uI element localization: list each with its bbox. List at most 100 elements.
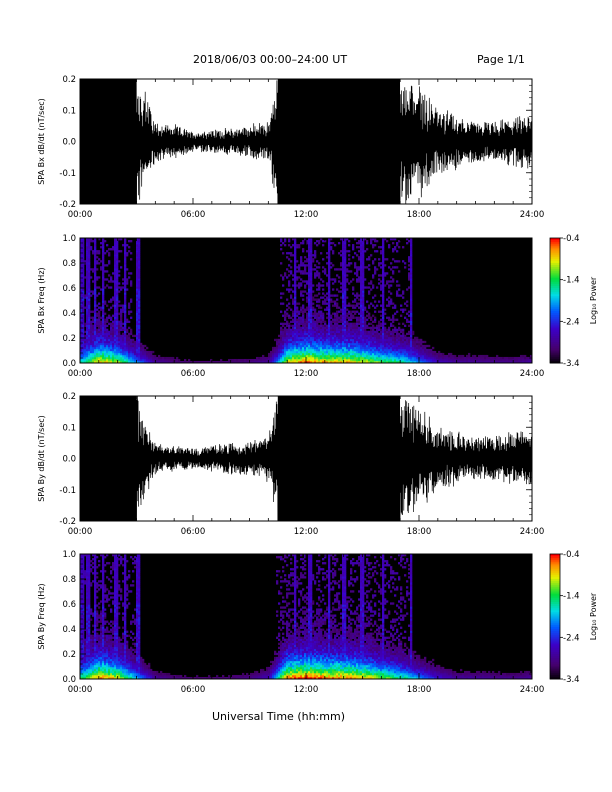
spectrogram-cell xyxy=(338,316,341,319)
spectrogram-cell xyxy=(80,618,83,621)
spectrogram-cell xyxy=(328,272,331,275)
spectrogram-cell xyxy=(320,316,323,319)
spectrogram-cell xyxy=(116,270,119,273)
spectrogram-cell xyxy=(412,338,415,342)
spectrogram-cell xyxy=(310,340,313,344)
spectrogram-cell xyxy=(334,322,337,325)
spectrogram-cell xyxy=(376,324,379,328)
spectrogram-cell xyxy=(358,334,361,338)
spectrogram-cell xyxy=(88,604,91,607)
spectrogram-cell xyxy=(282,302,285,305)
spectrogram-cell xyxy=(284,238,287,241)
spectrogram-cell xyxy=(88,306,91,309)
spectrogram-cell xyxy=(94,354,97,358)
spectrogram-cell xyxy=(170,356,173,360)
spectrogram-cell xyxy=(288,350,291,354)
spectrogram-cell xyxy=(294,256,297,259)
spectrogram-cell xyxy=(308,340,311,344)
spectrogram-cell xyxy=(296,246,299,249)
spectrogram-cell xyxy=(346,296,349,299)
spectrogram-cell xyxy=(388,342,391,346)
spectrogram-cell xyxy=(316,266,319,269)
spectrogram-cell xyxy=(310,308,313,311)
spectrogram-cell xyxy=(372,328,375,332)
spectrogram-cell xyxy=(516,358,519,362)
spectrogram-cell xyxy=(344,262,347,265)
spectrogram-cell xyxy=(344,310,347,313)
spectrogram-cell xyxy=(410,290,413,293)
spectrogram-cell xyxy=(362,266,365,269)
spectrogram-cell xyxy=(296,324,299,328)
spectrogram-cell xyxy=(378,282,381,285)
spectrogram-cell xyxy=(96,360,99,364)
spectrogram-cell xyxy=(252,360,255,364)
spectrogram-cell xyxy=(88,240,91,243)
spectrogram-cell xyxy=(404,352,407,356)
spectrogram-cell xyxy=(180,360,183,364)
spectrogram-cell xyxy=(90,674,93,678)
spectrogram-cell xyxy=(410,268,413,271)
spectrogram-cell xyxy=(100,360,103,364)
spectrogram-cell xyxy=(88,286,91,289)
spectrogram-cell xyxy=(374,318,377,321)
spectrogram-cell xyxy=(384,308,387,311)
spectrogram-cell xyxy=(130,298,133,301)
spectrogram-cell xyxy=(80,584,83,587)
spectrogram-cell xyxy=(94,256,97,259)
spectrogram-cell xyxy=(328,290,331,293)
spectrogram-cell xyxy=(340,326,343,330)
spectrogram-cell xyxy=(114,348,117,352)
spectrogram-cell xyxy=(390,344,393,348)
spectrogram-cell xyxy=(420,350,423,354)
spectrogram-cell xyxy=(306,350,309,354)
spectrogram-cell xyxy=(114,310,117,313)
colorbar-segment xyxy=(550,308,560,312)
spectrogram-cell xyxy=(326,328,329,332)
spectrogram-cell xyxy=(352,304,355,307)
spectrogram-cell xyxy=(408,344,411,348)
spectrogram-cell xyxy=(362,244,365,247)
spectrogram-cell xyxy=(152,358,155,362)
spectrogram-cell xyxy=(126,342,129,346)
spectrogram-cell xyxy=(88,292,91,295)
spectrogram-cell xyxy=(136,320,139,323)
spectrogram-cell xyxy=(518,358,521,362)
colorbar-segment xyxy=(550,298,560,301)
spectrogram-cell xyxy=(250,358,253,362)
spectrogram-cell xyxy=(300,358,303,362)
spectrogram-cell xyxy=(122,358,125,362)
spectrogram-cell xyxy=(94,258,97,261)
spectrogram-cell xyxy=(92,352,95,356)
spectrogram-cell xyxy=(294,298,297,301)
spectrogram-cell xyxy=(320,352,323,356)
spectrogram-cell xyxy=(138,306,141,309)
spectrogram-cell xyxy=(314,322,317,325)
spectrogram-cell xyxy=(292,330,295,334)
spectrogram-cell xyxy=(386,332,389,336)
spectrogram-cell xyxy=(300,258,303,261)
spectrogram-cell xyxy=(348,318,351,321)
spectrogram-cell xyxy=(316,354,319,358)
spectrogram-cell xyxy=(116,294,119,297)
spectrogram-cell xyxy=(108,308,111,311)
spectrogram-cell xyxy=(116,284,119,287)
spectrogram-cell xyxy=(348,328,351,332)
spectrogram-cell xyxy=(80,350,83,354)
spectrogram-cell xyxy=(86,666,89,670)
spectrogram-cell xyxy=(130,346,133,350)
spectrogram-cell xyxy=(362,286,365,289)
spectrogram-cell xyxy=(330,350,333,354)
spectrogram-cell xyxy=(410,284,413,287)
spectrogram-cell xyxy=(294,302,297,305)
spectrogram-cell xyxy=(396,338,399,342)
spectrogram-cell xyxy=(348,340,351,344)
spectrogram-cell xyxy=(84,628,87,631)
spectrogram-cell xyxy=(342,296,345,299)
spectrogram-cell xyxy=(288,360,291,364)
spectrogram-cell xyxy=(80,250,83,253)
spectrogram-cell xyxy=(330,358,333,362)
spectrogram-cell xyxy=(282,330,285,334)
spectrogram-cell xyxy=(86,350,89,354)
spectrogram-cell xyxy=(346,346,349,350)
spectrogram-cell xyxy=(128,346,131,350)
